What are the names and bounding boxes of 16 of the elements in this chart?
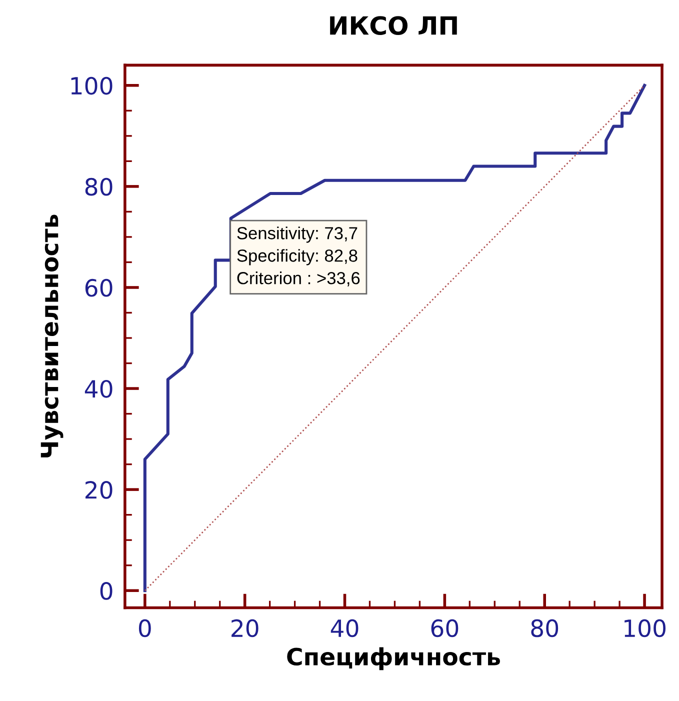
x-tick-label: 60: [431, 619, 458, 638]
x-tick-label: 40: [330, 619, 358, 638]
annotation: Sensitivity: 73,7 Specificity: 82,8 Criterion : >33,6: [237, 226, 360, 286]
y-tick-label: 20: [86, 481, 112, 499]
x-tick-label: 80: [531, 619, 558, 638]
y-tick-label: 80: [85, 178, 112, 196]
chart-title: ИКСО ЛП: [330, 16, 457, 35]
x-axis-title: Специфичность: [287, 647, 500, 670]
x-tick-label: 0: [138, 619, 151, 638]
y-tick-label: 0: [100, 582, 112, 600]
y-tick-label: 40: [84, 380, 112, 398]
x-tick-label: 20: [232, 619, 258, 638]
y-tick-label: 60: [85, 278, 112, 297]
x-tick-label: 100: [624, 619, 666, 638]
y-tick-label: 100: [71, 76, 112, 95]
y-axis-title: Чувствительность: [40, 214, 64, 458]
